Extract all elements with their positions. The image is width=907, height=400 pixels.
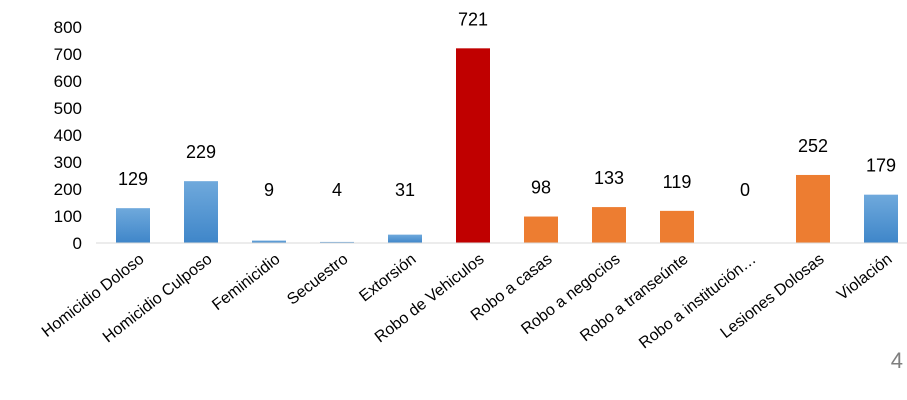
category-label: Extorsión [356,251,419,305]
bar [320,241,354,243]
bar [184,181,218,243]
data-labels: 129 229 9 4 31 721 98 133 119 0 252 179 [118,9,896,200]
data-label: 179 [866,156,896,176]
bar [252,240,286,243]
y-tick-label: 600 [54,72,82,91]
bar [864,194,898,243]
data-label: 229 [186,142,216,162]
data-label: 0 [740,180,750,200]
page-number: 4 [890,348,903,373]
data-label: 721 [458,9,488,29]
y-tick-label: 400 [54,126,82,145]
data-label: 4 [332,180,342,200]
category-label: Robo a institución… [636,251,759,353]
bar [524,216,558,243]
bars [116,48,898,243]
y-tick-label: 800 [54,18,82,37]
y-tick-label: 100 [54,207,82,226]
y-axis: 0 100 200 300 400 500 600 700 800 [54,18,82,253]
y-tick-label: 200 [54,180,82,199]
bar [592,207,626,243]
bar [116,208,150,243]
data-label: 129 [118,169,148,189]
bar [456,48,490,243]
data-label: 98 [531,178,551,198]
y-tick-label: 300 [54,153,82,172]
category-label: Feminicidio [209,251,283,314]
data-label: 119 [663,172,692,192]
bar [660,210,694,243]
y-tick-label: 0 [73,234,82,253]
bar [796,174,830,243]
data-label: 252 [798,136,828,156]
data-label: 9 [264,180,274,200]
category-label: Violación [834,251,895,304]
category-label: Secuestro [284,251,351,309]
y-tick-label: 700 [54,45,82,64]
y-tick-label: 500 [54,99,82,118]
bar [388,234,422,243]
data-label: 31 [395,180,415,200]
data-label: 133 [594,168,624,188]
